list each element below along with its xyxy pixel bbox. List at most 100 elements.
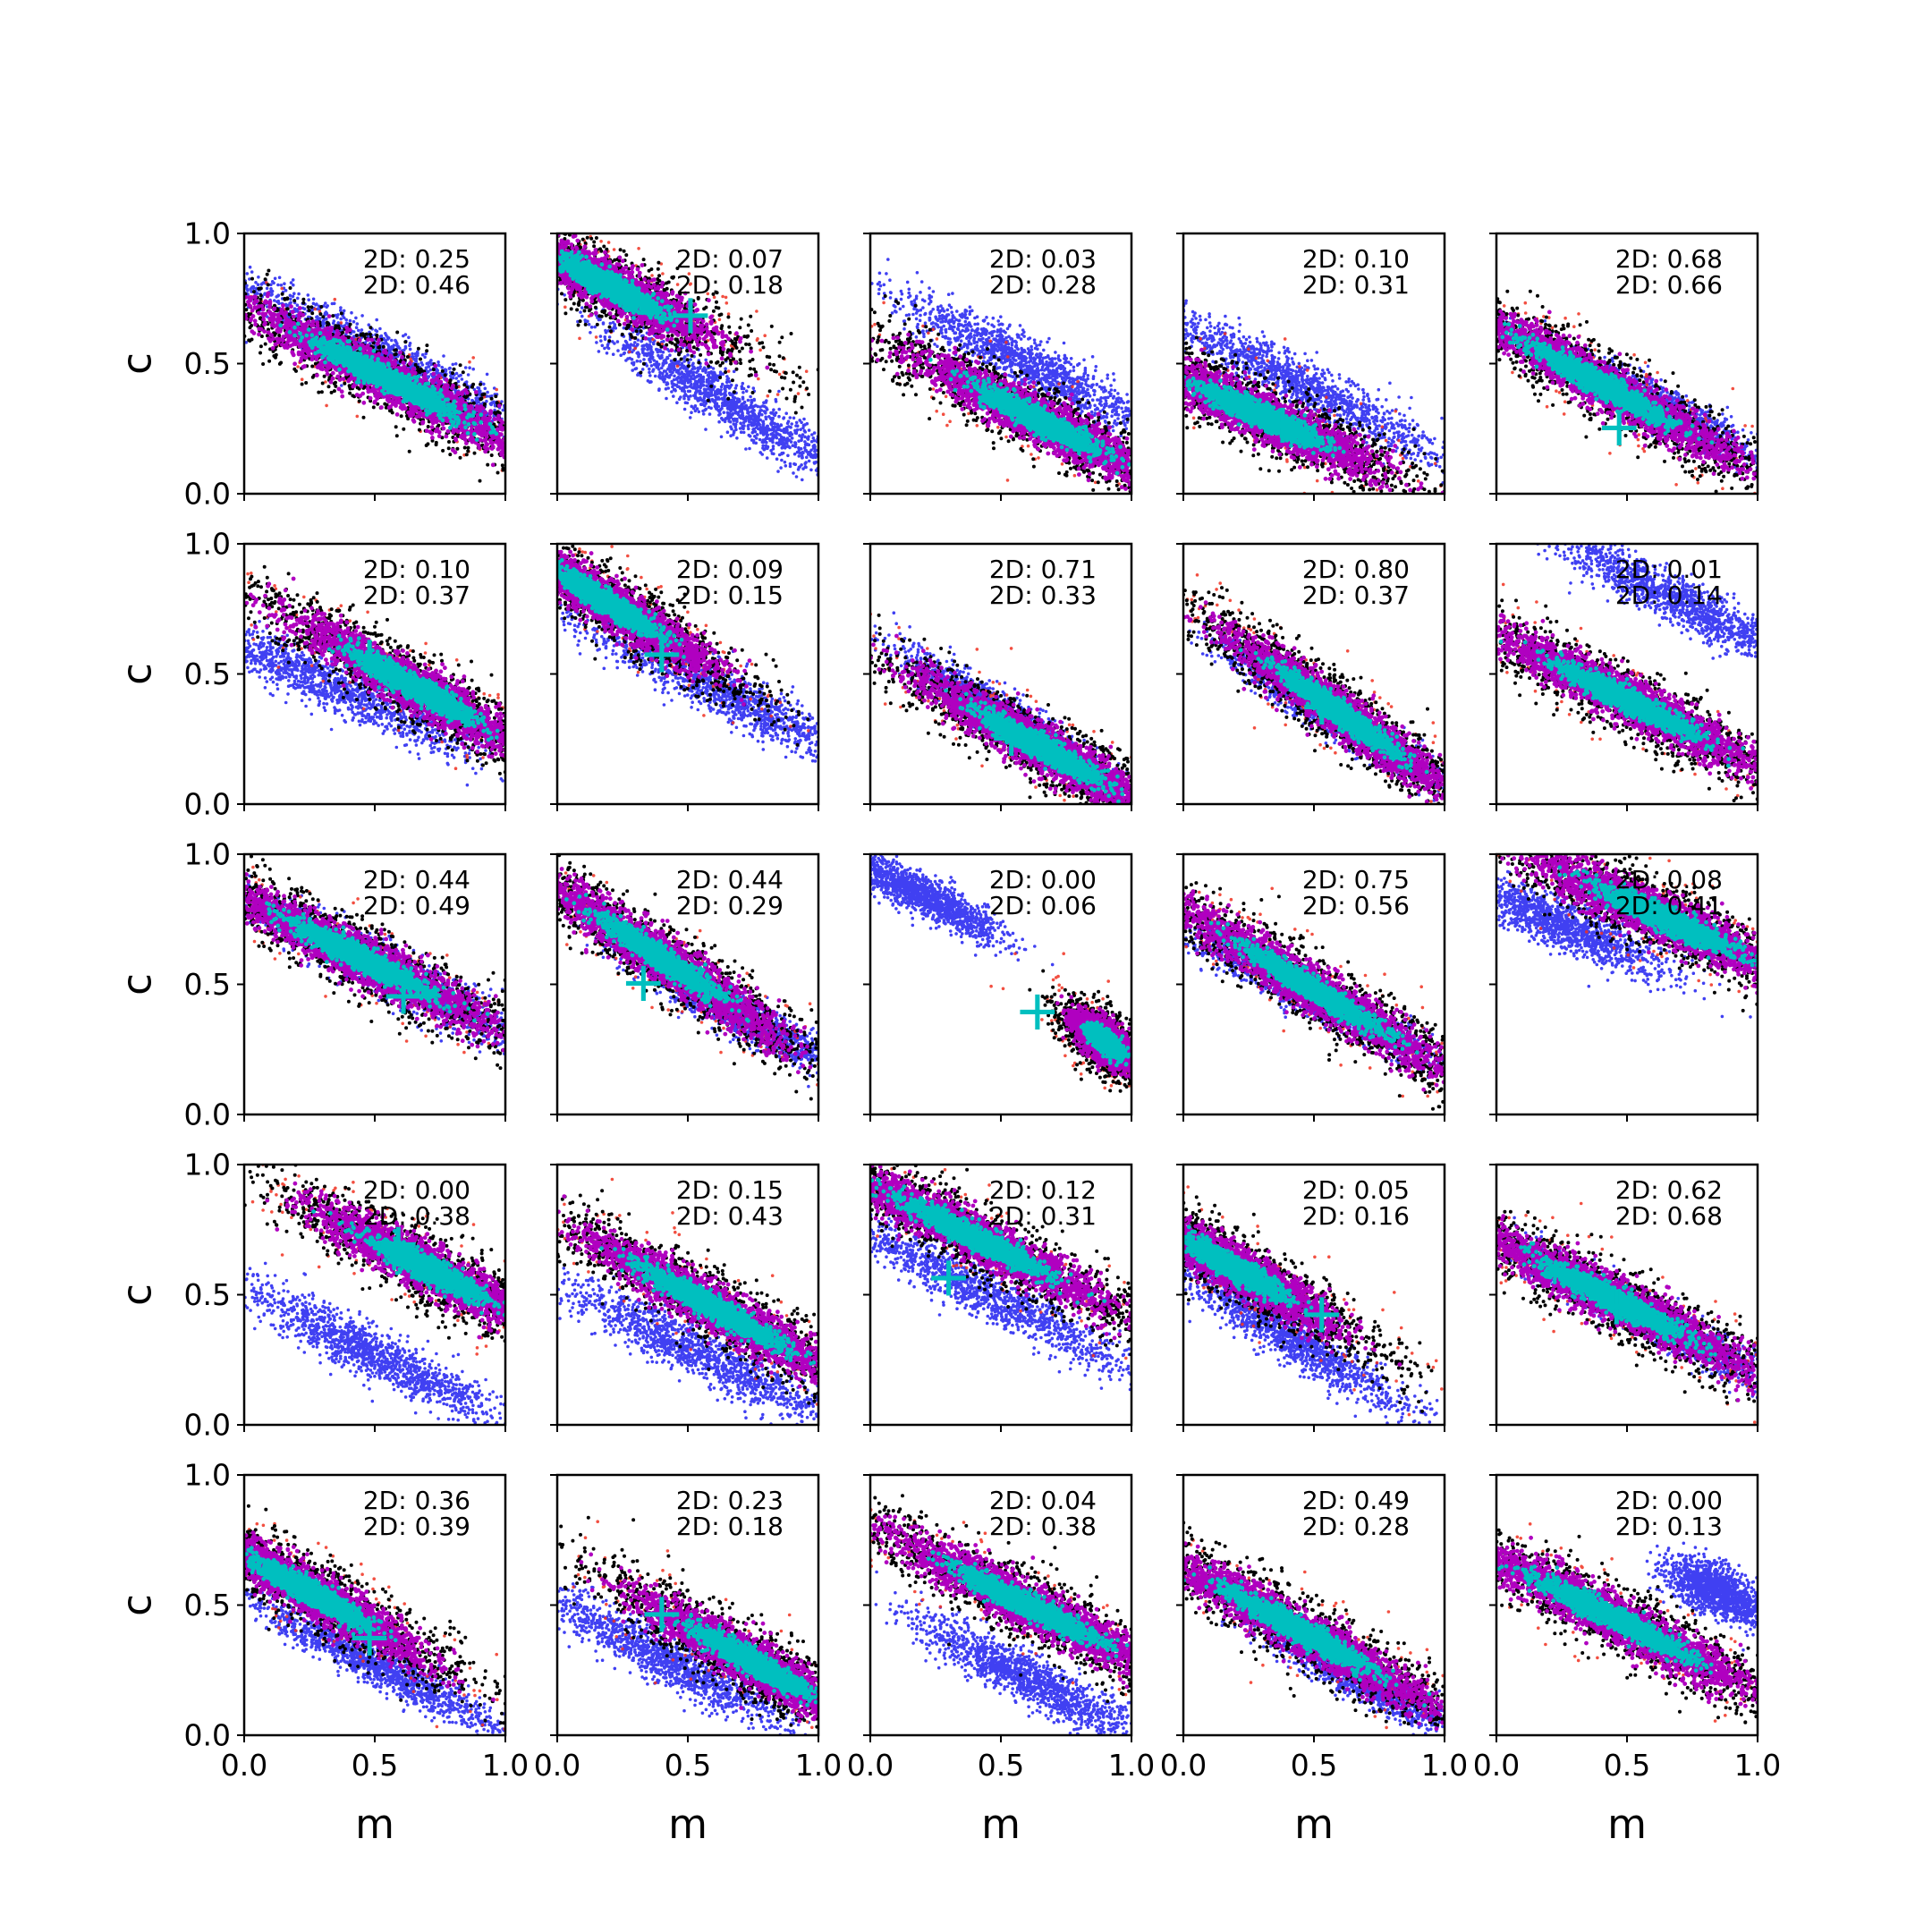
y-axis-label: c: [114, 1284, 161, 1306]
true-value-marker: +: [1596, 394, 1642, 459]
x-tick-label: 0.5: [978, 1748, 1024, 1783]
true-value-marker: +: [1299, 1280, 1345, 1345]
y-tick-label: 0.0: [184, 1097, 231, 1132]
y-tick-label: 1.0: [184, 1148, 231, 1182]
annotation-2d-second: 2D: 0.18: [676, 270, 784, 300]
annotation-2d-second: 2D: 0.15: [676, 580, 784, 610]
annotation-2d-second: 2D: 0.28: [1302, 1512, 1410, 1541]
y-axis-label: c: [114, 663, 161, 685]
y-tick-label: 0.0: [184, 787, 231, 822]
true-value-marker: +: [1014, 978, 1061, 1043]
true-value-marker: +: [988, 704, 1035, 769]
scatter-points: [1495, 1522, 1759, 1724]
x-axis-label: m: [1607, 1801, 1647, 1848]
scatter-points: [555, 1516, 820, 1737]
x-axis-label: m: [1294, 1801, 1334, 1848]
scatter-points: [1495, 290, 1759, 496]
annotation-2d-second: 2D: 0.31: [1302, 270, 1410, 300]
x-axis-label: m: [668, 1801, 708, 1848]
x-tick-label: 0.0: [534, 1748, 580, 1783]
true-value-marker: +: [639, 621, 685, 686]
scatter-points: [1182, 1521, 1446, 1736]
y-tick-label: 1.0: [184, 527, 231, 562]
true-value-marker: +: [346, 1604, 393, 1669]
annotation-2d-second: 2D: 0.68: [1615, 1201, 1723, 1231]
y-tick-label: 0.5: [184, 967, 231, 1002]
x-tick-label: 1.0: [795, 1748, 842, 1783]
annotation-2d-second: 2D: 0.14: [1615, 580, 1723, 610]
annotation-2d-second: 2D: 0.16: [1302, 1201, 1410, 1231]
x-tick-label: 0.5: [665, 1748, 711, 1783]
annotation-2d-second: 2D: 0.49: [363, 891, 470, 920]
y-axis-label: c: [114, 973, 161, 996]
y-tick-label: 0.0: [184, 477, 231, 512]
x-tick-label: 0.0: [847, 1748, 894, 1783]
true-value-marker: +: [1259, 391, 1306, 456]
y-axis-label: c: [114, 1594, 161, 1616]
y-tick-label: 0.5: [184, 1588, 231, 1623]
annotation-2d-second: 2D: 0.29: [676, 891, 784, 920]
annotation-2d-second: 2D: 0.39: [363, 1512, 470, 1541]
x-tick-label: 0.0: [1160, 1748, 1207, 1783]
y-tick-label: 0.5: [184, 657, 231, 691]
y-tick-label: 0.5: [184, 1277, 231, 1312]
x-tick-label: 1.0: [1421, 1748, 1468, 1783]
y-tick-label: 1.0: [184, 1458, 231, 1493]
annotation-2d-second: 2D: 0.38: [989, 1512, 1097, 1541]
annotation-2d-second: 2D: 0.13: [1615, 1512, 1723, 1541]
annotation-2d-second: 2D: 0.56: [1302, 891, 1410, 920]
true-value-marker: +: [926, 1244, 972, 1309]
x-tick-label: 0.5: [1604, 1748, 1650, 1783]
annotation-2d-second: 2D: 0.28: [989, 270, 1097, 300]
scatter-points: [1182, 299, 1446, 496]
annotation-2d-second: 2D: 0.66: [1615, 270, 1723, 300]
annotation-2d-second: 2D: 0.38: [363, 1201, 470, 1231]
annotation-2d-second: 2D: 0.06: [989, 891, 1097, 920]
true-value-marker: +: [346, 623, 393, 689]
true-value-marker: +: [639, 1580, 685, 1646]
annotation-2d-second: 2D: 0.46: [363, 270, 470, 300]
true-value-marker: +: [620, 949, 666, 1014]
x-tick-label: 0.0: [221, 1748, 267, 1783]
y-tick-label: 0.0: [184, 1408, 231, 1443]
x-tick-label: 0.0: [1473, 1748, 1520, 1783]
true-value-marker: +: [380, 962, 427, 1028]
annotation-2d-second: 2D: 0.18: [676, 1512, 784, 1541]
x-axis-label: m: [981, 1801, 1021, 1848]
annotation-2d-second: 2D: 0.37: [1302, 580, 1410, 610]
true-value-marker: +: [1299, 673, 1345, 738]
y-tick-label: 0.5: [184, 346, 231, 381]
annotation-2d-second: 2D: 0.31: [989, 1201, 1097, 1231]
annotation-2d-second: 2D: 0.33: [989, 580, 1097, 610]
y-tick-label: 1.0: [184, 837, 231, 872]
annotation-2d-second: 2D: 0.43: [676, 1201, 784, 1231]
x-tick-label: 0.5: [352, 1748, 398, 1783]
annotation-2d-second: 2D: 0.41: [1615, 891, 1723, 920]
x-axis-label: m: [355, 1801, 394, 1848]
x-tick-label: 1.0: [482, 1748, 529, 1783]
true-value-marker: +: [1593, 1273, 1640, 1338]
